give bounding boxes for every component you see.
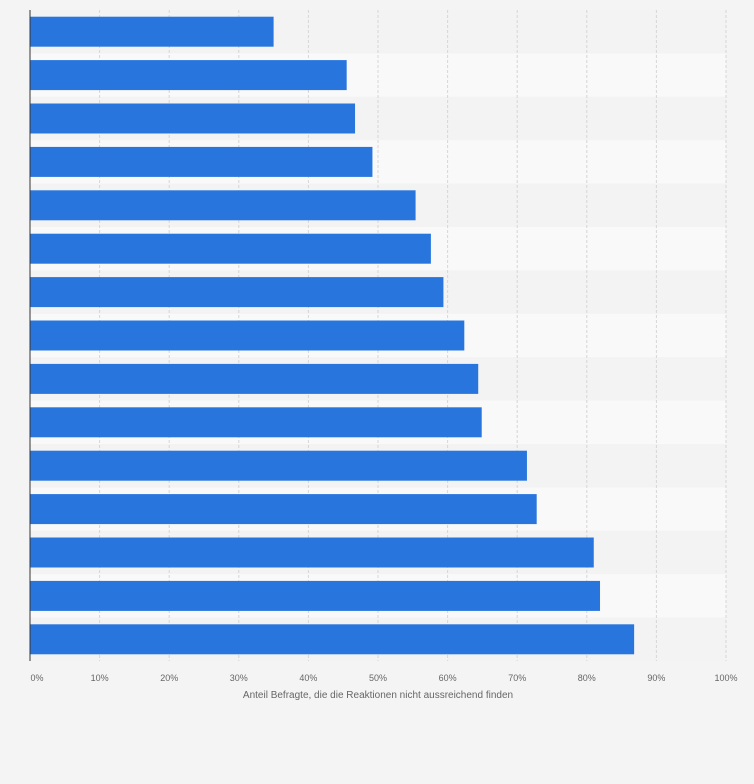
bar[interactable] xyxy=(30,537,594,568)
bar[interactable] xyxy=(30,60,347,91)
x-axis-title: Anteil Befragte, die die Reaktionen nich… xyxy=(243,690,513,701)
bar[interactable] xyxy=(30,16,274,47)
x-tick-label: 40% xyxy=(299,673,317,683)
x-tick-label: 0% xyxy=(30,673,43,683)
x-tick-label: 60% xyxy=(439,673,457,683)
bar[interactable] xyxy=(30,624,635,655)
x-tick-label: 20% xyxy=(160,673,178,683)
x-tick-label: 30% xyxy=(230,673,248,683)
x-tick-label: 10% xyxy=(91,673,109,683)
x-tick-label: 50% xyxy=(369,673,387,683)
bar[interactable] xyxy=(30,494,537,525)
bar[interactable] xyxy=(30,363,479,394)
x-tick-label: 80% xyxy=(578,673,596,683)
bar[interactable] xyxy=(30,277,444,308)
bar[interactable] xyxy=(30,450,527,481)
x-tick-label: 70% xyxy=(508,673,526,683)
x-tick-label: 100% xyxy=(714,673,737,683)
bars xyxy=(30,16,635,655)
x-tick-label: 90% xyxy=(647,673,665,683)
bar[interactable] xyxy=(30,103,356,134)
bar[interactable] xyxy=(30,233,431,264)
bar[interactable] xyxy=(30,580,601,611)
bar[interactable] xyxy=(30,146,373,177)
bar[interactable] xyxy=(30,407,482,438)
bar[interactable] xyxy=(30,320,465,351)
x-axis-ticks: 0% 10% 20% 30% 40% 50% 60% 70% 80% 90% 100% xyxy=(30,673,737,683)
bar[interactable] xyxy=(30,190,416,221)
